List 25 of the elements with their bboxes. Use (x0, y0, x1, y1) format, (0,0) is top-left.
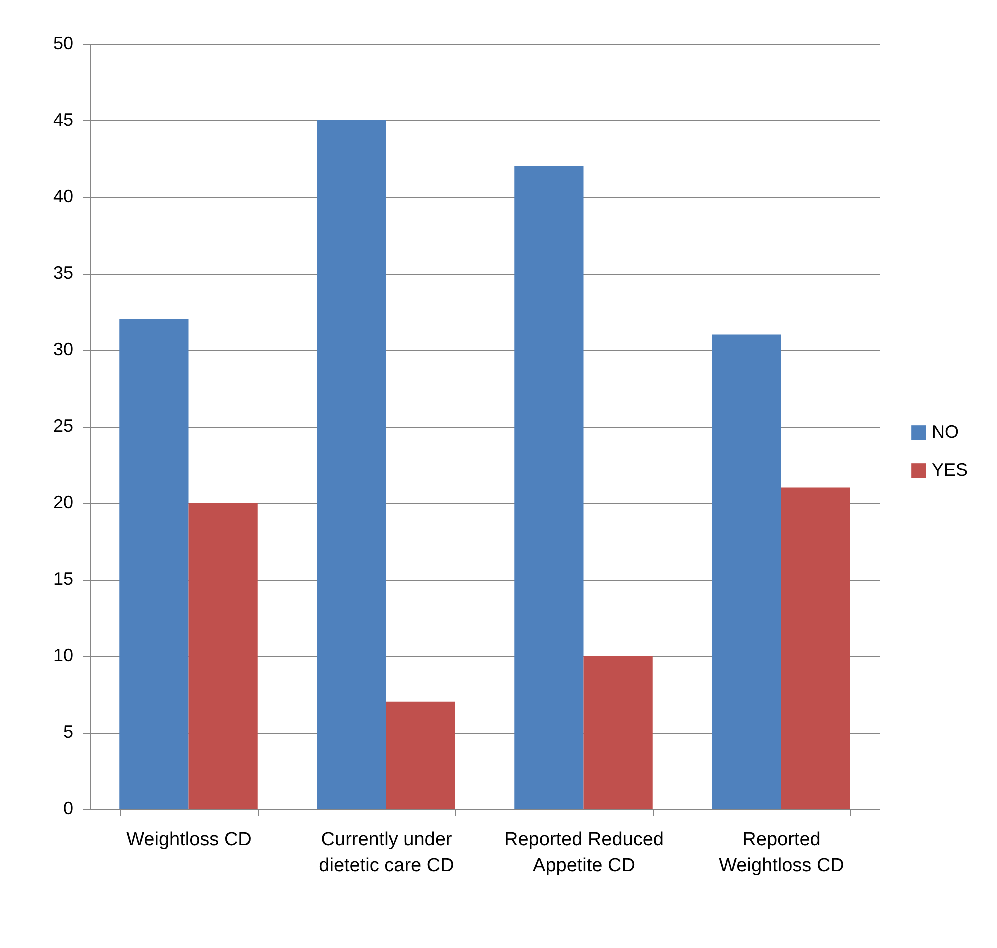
legend-label: NO (932, 422, 959, 442)
y-tick-label: 50 (53, 34, 74, 54)
x-tick-label: Reported Weightloss CD (719, 830, 844, 876)
x-tick-label: Currently under dietetic care CD (319, 830, 454, 876)
bar (188, 503, 258, 809)
bar (514, 166, 584, 809)
bar (712, 334, 782, 809)
bar (317, 120, 386, 809)
y-tick-label: 15 (53, 569, 74, 589)
y-tick-label: 10 (53, 646, 74, 666)
y-tick-label: 40 (53, 186, 74, 206)
bar (781, 488, 850, 809)
x-tick-label: Reported Reduced Appetite CD (504, 830, 664, 876)
y-tick-label: 25 (53, 416, 74, 436)
bar (120, 319, 189, 809)
y-tick-label: 0 (63, 798, 74, 818)
y-tick-label: 5 (63, 722, 74, 742)
y-tick-label: 30 (53, 340, 74, 360)
bar (584, 656, 653, 809)
legend-label: YES (932, 460, 968, 480)
y-tick-label: 45 (53, 110, 74, 130)
bar (386, 702, 456, 809)
y-tick-label: 20 (53, 492, 74, 512)
y-tick-label: 35 (53, 263, 74, 283)
x-tick-label: Weightloss CD (126, 830, 252, 850)
